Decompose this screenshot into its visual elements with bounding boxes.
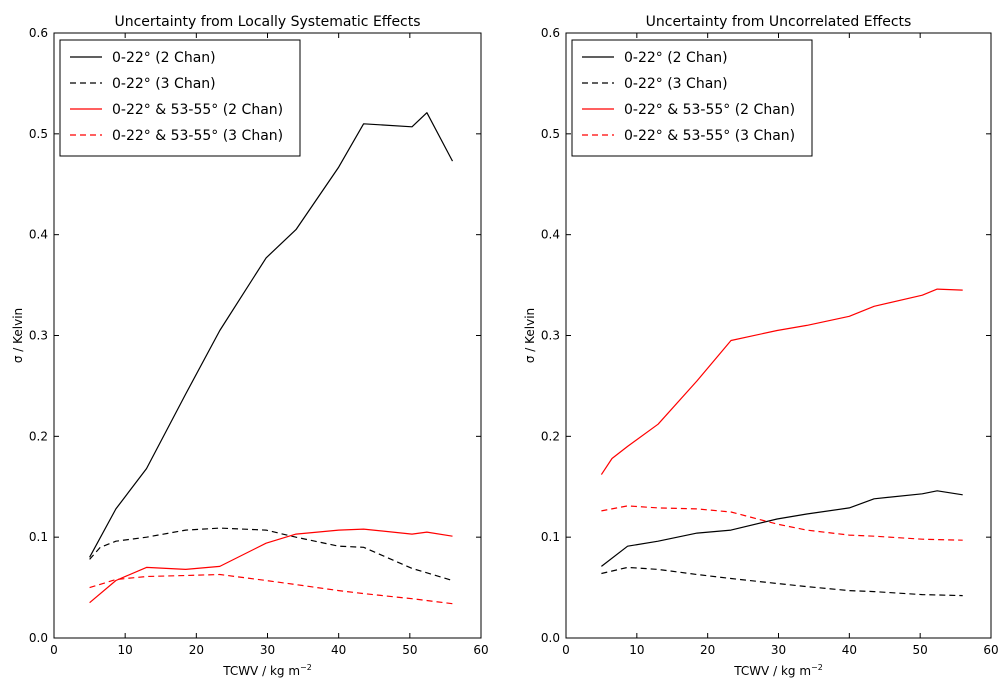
series-line-3 xyxy=(600,288,963,475)
y-tick-label: 0.4 xyxy=(29,228,48,242)
legend-entry-2: 0-22° (3 Chan) xyxy=(112,76,216,92)
x-axis-label: TCWV / kg m−2 xyxy=(222,663,312,678)
x-tick-label: 60 xyxy=(983,643,998,657)
legend: 0-22° (2 Chan) 0-22° (3 Chan) 0-22° & 53-5… xyxy=(571,39,813,157)
y-tick-label: 0.2 xyxy=(541,429,560,443)
x-tick-label: 30 xyxy=(771,643,786,657)
x-tick-label: 0 xyxy=(562,643,570,657)
x-tick-label: 20 xyxy=(700,643,715,657)
y-tick-label: 0.6 xyxy=(541,26,560,40)
chart-panel-uncorrelated: Uncertainty from Uncorrelated Effects 0 10… xyxy=(523,14,999,678)
series-line-2 xyxy=(601,566,963,597)
x-tick-label: 30 xyxy=(260,643,275,657)
x-tick-label: 50 xyxy=(402,643,417,657)
legend: 0-22° (2 Chan) 0-22° (3 Chan) 0-22° & 53-5… xyxy=(59,39,301,157)
x-tick-label: 0 xyxy=(50,643,58,657)
y-tick-label: 0.3 xyxy=(541,329,560,343)
y-axis-label: σ / Kelvin xyxy=(523,308,537,363)
legend-entry-1: 0-22° (2 Chan) xyxy=(624,50,728,66)
x-tick-label: 40 xyxy=(331,643,346,657)
y-tick-label: 0.5 xyxy=(541,127,560,141)
y-tick-label: 0.0 xyxy=(29,631,48,645)
y-tick-label: 0.3 xyxy=(29,329,48,343)
x-tick-label: 10 xyxy=(118,643,133,657)
legend-box xyxy=(59,39,301,157)
chart-title: Uncertainty from Locally Systematic Effe… xyxy=(114,14,420,30)
x-tick-label: 50 xyxy=(913,643,928,657)
x-tick-label: 20 xyxy=(189,643,204,657)
legend-box xyxy=(571,39,813,157)
x-tick-label: 60 xyxy=(473,643,488,657)
y-tick-label: 0.1 xyxy=(29,530,48,544)
y-tick-label: 0.4 xyxy=(541,228,560,242)
x-axis-label-exponent: −2 xyxy=(300,663,312,672)
legend-entry-2: 0-22° (3 Chan) xyxy=(624,76,728,92)
y-tick-label: 0.2 xyxy=(29,429,48,443)
y-tick-label: 0.1 xyxy=(541,530,560,544)
legend-entry-4: 0-22° & 53-55° (3 Chan) xyxy=(112,128,283,144)
y-tick-label: 0.0 xyxy=(541,631,560,645)
series-line-4 xyxy=(89,573,453,605)
x-axis-label-text: TCWV / kg m xyxy=(222,664,300,678)
x-axis-label-exponent: −2 xyxy=(811,663,823,672)
y-tick-label: 0.5 xyxy=(29,127,48,141)
x-tick-label: 40 xyxy=(842,643,857,657)
legend-entry-3: 0-22° & 53-55° (2 Chan) xyxy=(624,102,795,118)
series-line-2 xyxy=(89,527,453,582)
x-tick-label: 10 xyxy=(629,643,644,657)
x-axis-label: TCWV / kg m−2 xyxy=(733,663,823,678)
series-line-3 xyxy=(89,528,453,604)
chart-title: Uncertainty from Uncorrelated Effects xyxy=(646,14,912,30)
series-line-1 xyxy=(89,112,454,558)
legend-entry-4: 0-22° & 53-55° (3 Chan) xyxy=(624,128,795,144)
chart-panel-locally-systematic: Uncertainty from Locally Systematic Effe… xyxy=(11,14,489,678)
legend-entry-3: 0-22° & 53-55° (2 Chan) xyxy=(112,102,283,118)
y-tick-label: 0.6 xyxy=(29,26,48,40)
legend-entry-1: 0-22° (2 Chan) xyxy=(112,50,216,66)
series-line-1 xyxy=(601,490,963,567)
series-line-4 xyxy=(601,505,963,541)
y-axis-label: σ / Kelvin xyxy=(11,308,25,363)
x-axis-label-text: TCWV / kg m xyxy=(733,664,811,678)
